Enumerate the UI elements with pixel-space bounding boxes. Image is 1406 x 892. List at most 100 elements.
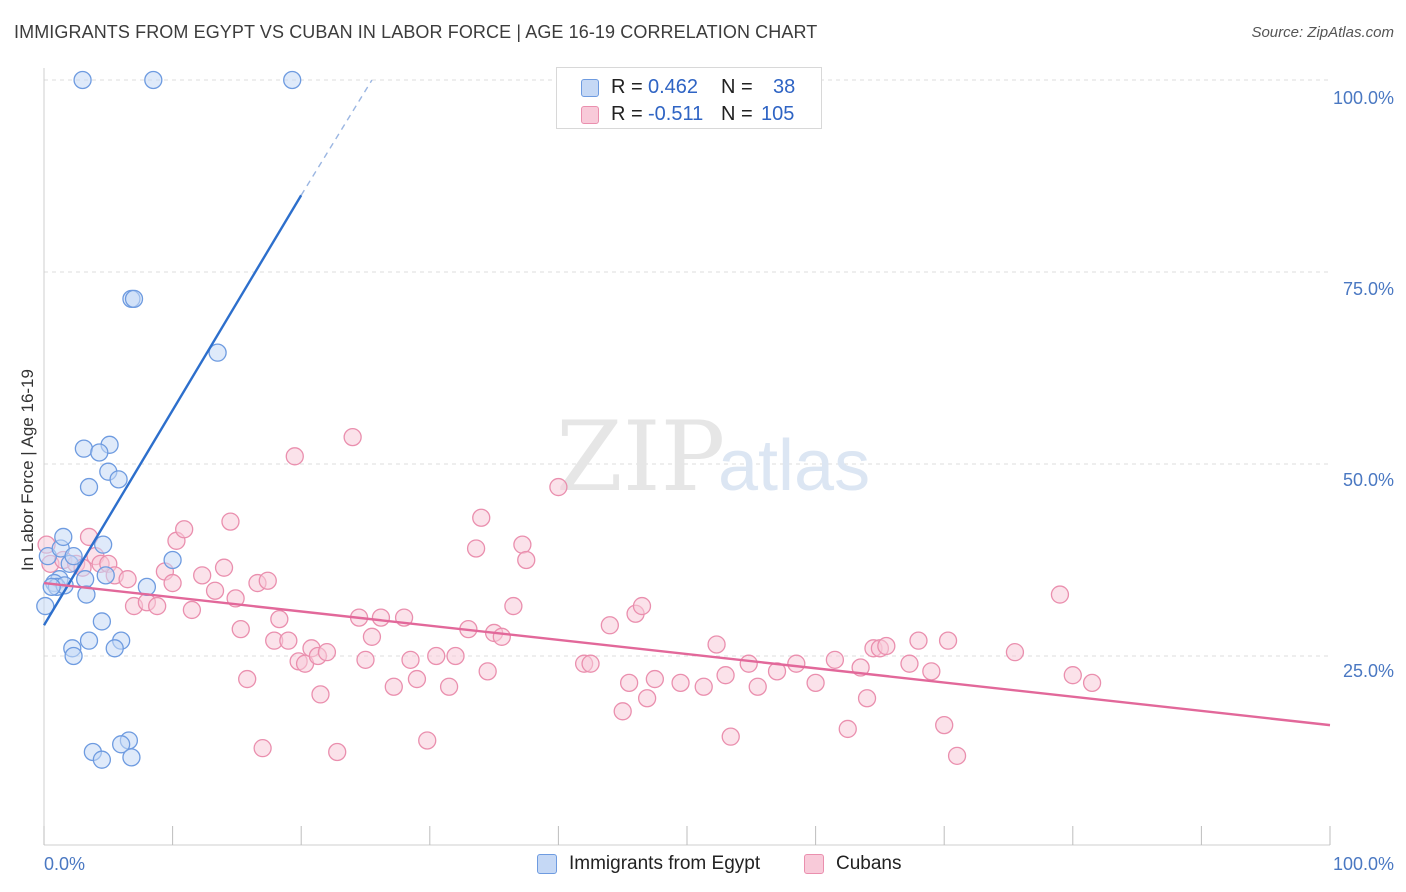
cubans-point [311, 685, 330, 704]
cubans-point [418, 731, 437, 750]
cubans-point [407, 669, 427, 689]
egypt-trend-extension [300, 79, 373, 196]
egypt-point [74, 439, 94, 458]
egypt-point [64, 547, 83, 566]
cubans-point [205, 581, 225, 600]
cubans-point [806, 673, 825, 693]
cubans-point [517, 550, 536, 570]
cubans-point [707, 635, 726, 654]
egypt-point [77, 585, 96, 604]
trend-lines [42, 79, 1331, 727]
cubans-points [37, 427, 1102, 765]
cubans-point [645, 669, 664, 689]
cubans-point [513, 535, 532, 554]
egypt-point [105, 639, 124, 658]
egypt-trend-line [42, 194, 303, 626]
y-tick-labels: 25.0% 50.0% 75.0% 100.0% [1333, 88, 1394, 681]
egypt-point [64, 646, 83, 666]
cubans-point [613, 702, 632, 721]
cubans-point [258, 571, 277, 590]
cubans-point [492, 627, 511, 646]
watermark-zip: ZIP [556, 401, 725, 513]
cubans-point [671, 673, 690, 693]
watermark-atlas: atlas [718, 426, 870, 506]
egypt-point [112, 735, 131, 754]
cubans-point [285, 447, 304, 466]
cubans-point [900, 654, 919, 673]
egypt-point [163, 550, 182, 570]
egypt-point [42, 577, 61, 597]
egypt-point [79, 631, 99, 650]
egypt-point [76, 570, 95, 589]
cubans-point [581, 654, 600, 673]
cubans-point [935, 715, 954, 735]
egypt-points [36, 70, 302, 769]
n-label: N = [721, 76, 753, 98]
cubans-point [787, 654, 806, 673]
egypt-r-value: 0.462 [648, 76, 699, 98]
cubans-point [472, 508, 491, 527]
cubans-point [221, 512, 240, 531]
egypt-point [283, 70, 302, 90]
cubans-point [193, 566, 212, 585]
cubans-point [371, 608, 391, 627]
cubans-point [384, 677, 403, 696]
cubans-point [549, 477, 568, 497]
cubans-point [148, 596, 167, 616]
cubans-point [504, 596, 523, 616]
egypt-point [124, 289, 144, 309]
cubans-point [182, 600, 202, 620]
cubans-point [637, 689, 657, 708]
cubans-r-value: -0.511 [648, 103, 704, 125]
egypt-point [92, 750, 112, 769]
x-tick-labels: 0.0% 100.0% [44, 854, 1394, 874]
cubans-point [446, 646, 465, 666]
y-tick-label: 25.0% [1343, 661, 1394, 681]
egypt-point [208, 343, 227, 362]
legend-cubans-swatch [804, 854, 824, 874]
cubans-point [938, 631, 958, 650]
cubans-point [317, 643, 337, 662]
cubans-point [838, 719, 857, 739]
cubans-point [1082, 673, 1102, 693]
egypt-point [92, 612, 112, 631]
cubans-point [439, 677, 459, 696]
x-tick-max: 100.0% [1333, 854, 1394, 874]
cubans-n-value: 105 [761, 103, 795, 125]
egypt-point [90, 443, 109, 462]
legend-egypt-swatch [537, 854, 557, 874]
cubans-point [118, 570, 137, 589]
chart-source: Source: ZipAtlas.com [1251, 24, 1394, 41]
cubans-point [909, 631, 928, 650]
cubans-point [600, 616, 619, 635]
egypt-swatch [581, 79, 599, 97]
cubans-point [721, 727, 740, 746]
gridlines [44, 79, 1330, 657]
cubans-point [362, 627, 382, 646]
egypt-point [96, 566, 115, 585]
chart-legend: Immigrants from Egypt Cubans [0, 851, 1406, 879]
cubans-point [716, 666, 735, 685]
cubans-point [877, 636, 896, 656]
cubans-point [632, 596, 652, 616]
y-tick-label: 75.0% [1343, 279, 1394, 299]
egypt-point [54, 527, 73, 547]
r-label: R = [611, 76, 643, 98]
cubans-point [214, 558, 234, 577]
legend-egypt-label: Immigrants from Egypt [569, 853, 761, 874]
cubans-point [748, 677, 767, 696]
cubans-point [401, 650, 420, 669]
cubans-point [279, 631, 298, 650]
cubans-point [270, 609, 289, 629]
y-tick-label: 50.0% [1343, 470, 1394, 490]
cubans-point [253, 739, 272, 758]
cubans-point [238, 669, 257, 689]
cubans-point [427, 646, 446, 666]
x-tick-min: 0.0% [44, 854, 85, 874]
cubans-point [356, 650, 375, 669]
n-label: N = [721, 103, 753, 125]
cubans-point [825, 650, 845, 669]
egypt-point [94, 535, 113, 554]
chart-title: IMMIGRANTS FROM EGYPT VS CUBAN IN LABOR … [14, 22, 818, 42]
